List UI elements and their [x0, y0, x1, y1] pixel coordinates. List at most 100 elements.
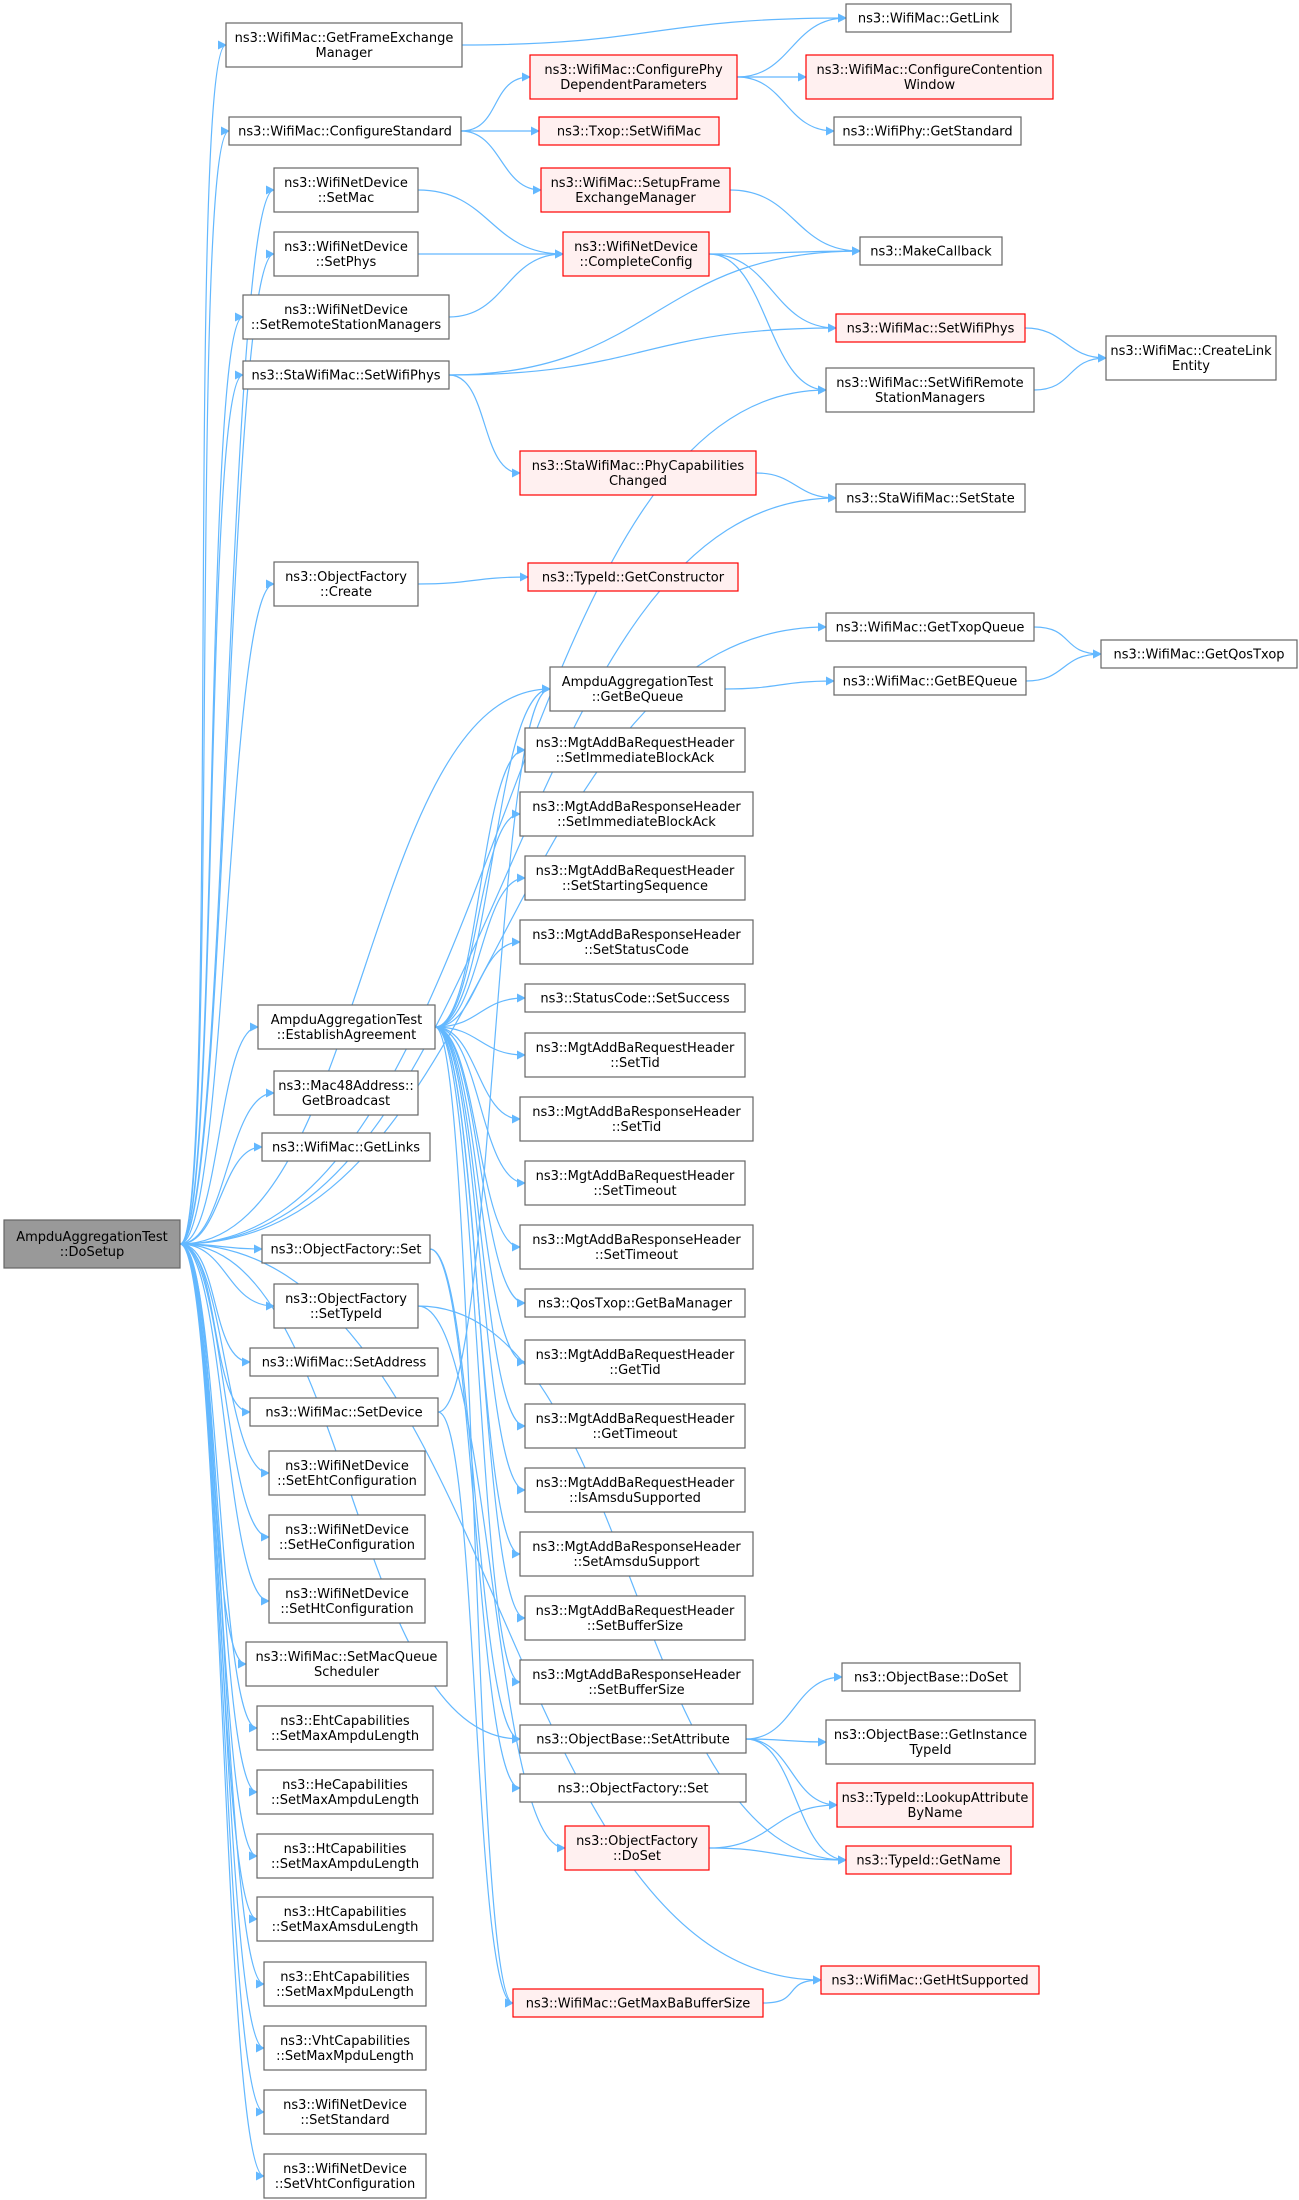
node-ofdoset[interactable]: ns3::ObjectFactory::DoSet — [564, 1825, 710, 1871]
node-box-wndseteht[interactable] — [268, 1450, 426, 1496]
node-getlink[interactable]: ns3::WifiMac::GetLink — [845, 3, 1012, 33]
node-box-phygetstd[interactable] — [833, 116, 1022, 146]
node-reqisamsdu[interactable]: ns3::MgtAddBaRequestHeader::IsAmsduSuppo… — [524, 1467, 746, 1513]
node-wndsetphys[interactable]: ns3::WifiNetDevice::SetPhys — [273, 231, 419, 277]
node-wndsetstd[interactable]: ns3::WifiNetDevice::SetStandard — [263, 2089, 427, 2135]
node-box-qosgetbam[interactable] — [524, 1288, 746, 1318]
node-box-macsetdev[interactable] — [249, 1397, 439, 1427]
node-box-ofdoset[interactable] — [564, 1825, 710, 1871]
node-reqgetto[interactable]: ns3::MgtAddBaRequestHeader::GetTimeout — [524, 1403, 746, 1449]
node-tidgetname[interactable]: ns3::TypeId::GetName — [845, 1845, 1012, 1875]
node-box-respsetiba[interactable] — [519, 791, 754, 837]
node-box-ehtmaxampdu[interactable] — [256, 1705, 434, 1751]
node-ofsettid[interactable]: ns3::ObjectFactory::SetTypeId — [273, 1283, 419, 1329]
node-ofcreate[interactable]: ns3::ObjectFactory::Create — [273, 561, 419, 607]
node-box-stasetstate[interactable] — [835, 483, 1026, 513]
node-box-respsetto[interactable] — [519, 1224, 754, 1270]
node-gettxopq[interactable]: ns3::WifiMac::GetTxopQueue — [825, 612, 1035, 642]
node-box-confphy[interactable] — [529, 54, 738, 100]
node-box-getctor[interactable] — [527, 562, 739, 592]
node-obsetattr[interactable]: ns3::ObjectBase::SetAttribute — [519, 1724, 747, 1754]
node-box-confstd[interactable] — [228, 116, 462, 146]
node-box-obgetinst[interactable] — [825, 1719, 1036, 1765]
node-macsetdev[interactable]: ns3::WifiMac::SetDevice — [249, 1397, 439, 1427]
node-box-aatestab[interactable] — [257, 1004, 436, 1050]
node-box-obdoset[interactable] — [841, 1662, 1021, 1692]
node-htmaxampdu[interactable]: ns3::HtCapabilities::SetMaxAmpduLength — [256, 1833, 434, 1879]
node-aatgetbeq[interactable]: AmpduAggregationTest::GetBeQueue — [549, 666, 726, 712]
node-box-macsetaddr[interactable] — [249, 1347, 439, 1377]
node-box-confcont[interactable] — [805, 54, 1054, 100]
node-box-wndsetphys[interactable] — [273, 231, 419, 277]
node-respsetbuf[interactable]: ns3::MgtAddBaResponseHeader::SetBufferSi… — [519, 1659, 754, 1705]
node-getqostxop[interactable]: ns3::WifiMac::GetQosTxop — [1100, 639, 1298, 669]
node-respsetiba[interactable]: ns3::MgtAddBaResponseHeader::SetImmediat… — [519, 791, 754, 837]
node-box-wndsetht[interactable] — [268, 1578, 426, 1624]
node-ofset2[interactable]: ns3::ObjectFactory::Set — [519, 1773, 747, 1803]
node-box-reqsetto[interactable] — [524, 1160, 746, 1206]
node-box-mac48[interactable] — [273, 1070, 419, 1116]
node-box-macsetphys[interactable] — [835, 313, 1026, 343]
node-box-root[interactable] — [3, 1219, 181, 1269]
node-reqsetto[interactable]: ns3::MgtAddBaRequestHeader::SetTimeout — [524, 1160, 746, 1206]
node-box-reqgettid[interactable] — [524, 1339, 746, 1385]
node-box-obsetattr[interactable] — [519, 1724, 747, 1754]
node-box-reqsetbuf[interactable] — [524, 1595, 746, 1641]
node-box-txopset[interactable] — [538, 116, 720, 146]
node-box-htmaxampdu[interactable] — [256, 1833, 434, 1879]
node-box-reqsetss[interactable] — [524, 855, 746, 901]
node-makecb[interactable]: ns3::MakeCallback — [859, 236, 1003, 266]
node-ehtmaxampdu[interactable]: ns3::EhtCapabilities::SetMaxAmpduLength — [256, 1705, 434, 1751]
node-box-gettxopq[interactable] — [825, 612, 1035, 642]
node-reqsetss[interactable]: ns3::MgtAddBaRequestHeader::SetStartingS… — [524, 855, 746, 901]
node-box-ofset2[interactable] — [519, 1773, 747, 1803]
node-box-ehtmaxmpdu[interactable] — [263, 1961, 427, 2007]
node-confstd[interactable]: ns3::WifiMac::ConfigureStandard — [228, 116, 462, 146]
node-respsetamsdu[interactable]: ns3::MgtAddBaResponseHeader::SetAmsduSup… — [519, 1531, 754, 1577]
node-reqsetiba[interactable]: ns3::MgtAddBaRequestHeader::SetImmediate… — [524, 727, 746, 773]
node-box-lookupattr[interactable] — [836, 1782, 1034, 1828]
node-box-macgetbeq[interactable] — [833, 666, 1027, 696]
node-box-phycapch[interactable] — [519, 450, 757, 496]
node-box-wndsetvht[interactable] — [263, 2153, 427, 2199]
node-respsetto[interactable]: ns3::MgtAddBaResponseHeader::SetTimeout — [519, 1224, 754, 1270]
node-stasetphys[interactable]: ns3::StaWifiMac::SetWifiPhys — [242, 360, 450, 390]
node-hemaxampdu[interactable]: ns3::HeCapabilities::SetMaxAmpduLength — [256, 1769, 434, 1815]
node-box-respsetamsdu[interactable] — [519, 1531, 754, 1577]
node-box-respsetsc[interactable] — [519, 919, 754, 965]
node-wndseteht[interactable]: ns3::WifiNetDevice::SetEhtConfiguration — [268, 1450, 426, 1496]
node-wndsetvht[interactable]: ns3::WifiNetDevice::SetVhtConfiguration — [263, 2153, 427, 2199]
node-macgetht[interactable]: ns3::WifiMac::GetHtSupported — [820, 1965, 1040, 1995]
node-macsetrsm[interactable]: ns3::WifiMac::SetWifiRemoteStationManage… — [825, 367, 1035, 413]
node-box-scsetsucc[interactable] — [524, 983, 746, 1013]
node-box-wndsetrsm[interactable] — [242, 294, 450, 340]
node-box-reqsettid[interactable] — [524, 1032, 746, 1078]
node-box-macsetmqs[interactable] — [245, 1641, 448, 1687]
node-box-ofsettid[interactable] — [273, 1283, 419, 1329]
node-box-wndsethe[interactable] — [268, 1514, 426, 1560]
node-ofset[interactable]: ns3::ObjectFactory::Set — [261, 1234, 431, 1264]
node-phygetstd[interactable]: ns3::WifiPhy::GetStandard — [833, 116, 1022, 146]
node-getctor[interactable]: ns3::TypeId::GetConstructor — [527, 562, 739, 592]
node-macsetaddr[interactable]: ns3::WifiMac::SetAddress — [249, 1347, 439, 1377]
node-macgetlinks[interactable]: ns3::WifiMac::GetLinks — [261, 1132, 431, 1162]
node-box-respsetbuf[interactable] — [519, 1659, 754, 1705]
node-box-aatgetbeq[interactable] — [549, 666, 726, 712]
node-box-vhtmaxmpdu[interactable] — [263, 2025, 427, 2071]
node-box-getqostxop[interactable] — [1100, 639, 1298, 669]
node-compcfg[interactable]: ns3::WifiNetDevice::CompleteConfig — [562, 231, 710, 277]
node-box-stasetphys[interactable] — [242, 360, 450, 390]
node-root[interactable]: AmpduAggregationTest::DoSetup — [3, 1219, 181, 1269]
node-box-makecb[interactable] — [859, 236, 1003, 266]
node-box-ofcreate[interactable] — [273, 561, 419, 607]
node-box-htmaxamsdu[interactable] — [256, 1896, 434, 1942]
node-macgetmaxba[interactable]: ns3::WifiMac::GetMaxBaBufferSize — [512, 1988, 764, 2018]
node-box-getfem[interactable] — [225, 22, 463, 68]
node-obdoset[interactable]: ns3::ObjectBase::DoSet — [841, 1662, 1021, 1692]
